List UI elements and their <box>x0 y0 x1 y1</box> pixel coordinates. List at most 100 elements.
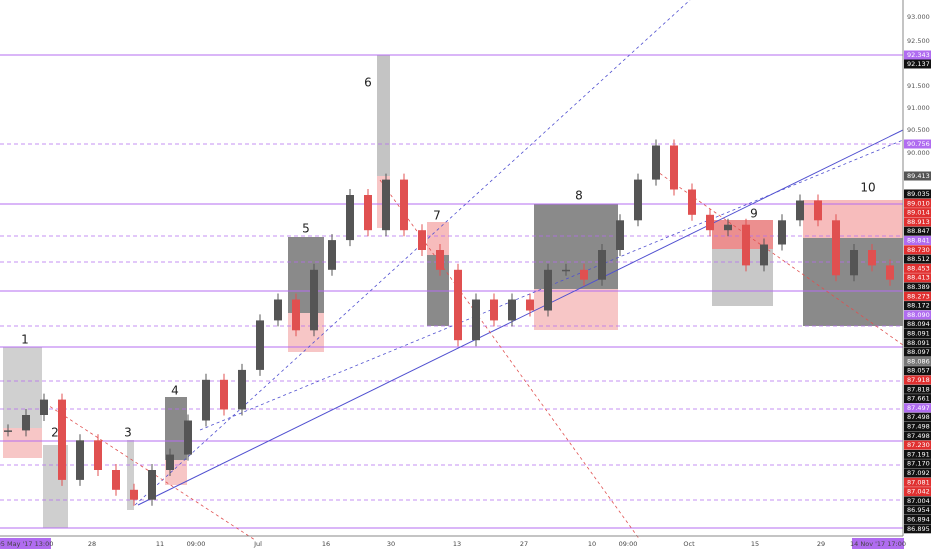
price-label-bg <box>904 301 931 311</box>
price-label-bg <box>904 263 931 273</box>
candle <box>706 214 714 231</box>
candles <box>4 139 912 506</box>
price-label-bg <box>904 347 931 357</box>
time-label: 13 <box>453 540 461 548</box>
price-label: 92.137 <box>907 60 930 68</box>
candle <box>526 299 534 311</box>
price-label: 87.497 <box>907 404 930 412</box>
dashed-levels <box>0 143 903 501</box>
candle <box>202 379 210 421</box>
annotation: 4 <box>171 384 179 398</box>
time-label: Oct <box>683 540 695 548</box>
price-label-bg <box>904 477 931 487</box>
candle <box>652 145 660 180</box>
price-label-bg <box>904 171 931 181</box>
price-label: 87.230 <box>907 441 930 449</box>
annotations: 1 2 3 4 5 6 7 8 9 10 <box>21 76 875 440</box>
annotation: 7 <box>433 209 441 223</box>
annotation: 1 <box>21 333 29 347</box>
price-label: 91.000 <box>907 104 930 112</box>
price-label: 90.500 <box>907 126 930 134</box>
zone <box>165 397 187 460</box>
price-label: 88.453 <box>907 264 930 272</box>
price-label: 88.847 <box>907 227 930 235</box>
trend-line <box>654 169 904 346</box>
candle <box>724 224 732 231</box>
price-label: 88.097 <box>907 348 930 356</box>
price-label-bg <box>904 487 931 497</box>
price-label: 88.512 <box>907 255 930 263</box>
price-label: 87.818 <box>907 385 930 393</box>
price-label: 88.730 <box>907 246 930 254</box>
price-label-bg <box>904 524 931 534</box>
price-label-bg <box>904 139 931 149</box>
price-label: 88.091 <box>907 339 930 347</box>
price-label: 91.500 <box>907 82 930 90</box>
candle <box>112 470 120 490</box>
price-label: 88.841 <box>907 237 930 245</box>
price-label: 87.498 <box>907 423 930 431</box>
price-label: 93.000 <box>907 13 930 21</box>
candle <box>58 399 66 480</box>
price-label: 89.014 <box>907 209 930 217</box>
candle <box>76 440 84 480</box>
candle <box>616 220 624 250</box>
price-label: 88.389 <box>907 283 930 291</box>
time-label: 30 <box>387 540 395 548</box>
price-label: 89.010 <box>907 199 930 207</box>
price-label: 87.661 <box>907 395 930 403</box>
price-label-bg <box>904 59 931 69</box>
price-label-bg <box>904 459 931 469</box>
candle <box>868 250 876 266</box>
candle <box>832 220 840 276</box>
price-label: 88.913 <box>907 218 930 226</box>
price-label: 87.042 <box>907 488 930 496</box>
time-label: 15 <box>751 540 759 548</box>
candle <box>382 179 390 231</box>
annotation: 6 <box>364 76 372 90</box>
price-label-bg <box>904 412 931 422</box>
candle <box>508 299 516 321</box>
candle <box>796 200 804 221</box>
price-label-bg <box>904 226 931 236</box>
trend-line <box>137 129 904 506</box>
candle <box>670 145 678 190</box>
price-label-bg <box>904 291 931 301</box>
price-label: 87.498 <box>907 413 930 421</box>
candle <box>886 265 894 280</box>
price-label-bg <box>904 282 931 292</box>
candle <box>130 489 138 500</box>
time-label-bg <box>852 538 904 549</box>
candle <box>490 299 498 321</box>
price-label-bg <box>904 440 931 450</box>
price-label-bg <box>904 208 931 218</box>
price-label-bg <box>904 403 931 413</box>
price-label-bg <box>904 394 931 404</box>
price-label: 88.091 <box>907 330 930 338</box>
price-label-bg <box>904 319 931 329</box>
candle <box>580 269 588 280</box>
price-label-bg <box>904 515 931 524</box>
price-label-bg <box>904 366 931 376</box>
price-label: 87.498 <box>907 432 930 440</box>
price-label: 90.756 <box>907 140 930 148</box>
price-label-bg <box>904 310 931 320</box>
candle <box>364 195 372 231</box>
time-label: 09:00 <box>619 540 638 548</box>
time-label: 05 May '17 13:00 <box>0 540 53 548</box>
candle <box>328 240 336 270</box>
candle <box>634 179 642 221</box>
price-label: 88.057 <box>907 367 930 375</box>
candle <box>472 299 480 341</box>
zone <box>3 428 42 458</box>
candle <box>436 250 444 270</box>
time-label-bg <box>0 538 51 549</box>
time-label: 28 <box>88 540 96 548</box>
candle <box>814 200 822 221</box>
annotation: 9 <box>750 207 758 221</box>
annotation: 5 <box>302 222 310 236</box>
candle <box>418 230 426 250</box>
price-label: 90.000 <box>907 149 930 157</box>
